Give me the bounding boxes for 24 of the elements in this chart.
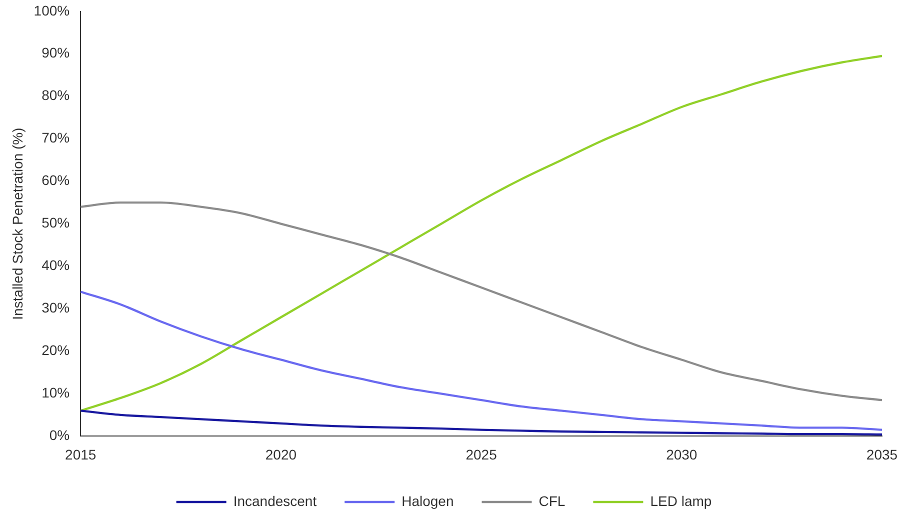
legend-label: LED lamp: [650, 492, 712, 509]
y-tick-label: 10%: [42, 384, 70, 401]
y-tick-label: 40%: [42, 257, 70, 274]
x-tick-label: 2030: [666, 446, 698, 462]
y-tick-label: 60%: [42, 172, 70, 188]
line-series: [80, 201, 882, 402]
x-tick-label: 2015: [65, 446, 96, 462]
y-axis-title: Installed Stock Penetration (%): [9, 128, 26, 320]
y-tick-label: 0%: [49, 427, 70, 444]
line-series: [80, 54, 882, 412]
y-tick-label: 70%: [42, 130, 70, 146]
y-tick-label: 80%: [42, 87, 70, 104]
x-tick-label: 2035: [866, 446, 898, 462]
legend-label: Halogen: [402, 492, 454, 509]
line-series: [80, 290, 882, 431]
legend-label: CFL: [538, 492, 566, 509]
legend-label: Incandescent: [233, 492, 317, 509]
y-tick-label: 100%: [34, 2, 70, 18]
x-tick-label: 2025: [466, 446, 498, 462]
y-tick-label: 20%: [42, 342, 70, 358]
y-tick-label: 90%: [42, 44, 70, 61]
y-tick-label: 30%: [42, 300, 70, 316]
y-tick-label: 50%: [42, 214, 70, 231]
x-tick-label: 2020: [265, 446, 297, 462]
